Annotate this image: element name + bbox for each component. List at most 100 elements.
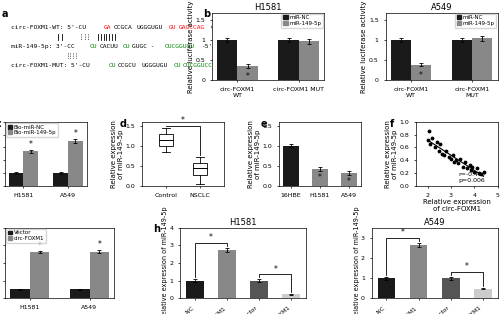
Point — [430, 145, 438, 150]
Y-axis label: Relative expression
of miR-149-5p: Relative expression of miR-149-5p — [111, 120, 124, 188]
Bar — [186, 281, 204, 298]
Bar — [192, 163, 207, 175]
Text: r=-0.427
p=0.006: r=-0.427 p=0.006 — [458, 172, 486, 183]
Point — [442, 148, 450, 153]
Bar — [298, 41, 319, 80]
Text: *: * — [419, 71, 423, 79]
Y-axis label: Relative luciferase activity: Relative luciferase activity — [188, 0, 194, 93]
Bar — [442, 278, 460, 298]
Point — [428, 135, 436, 140]
Text: e: e — [261, 118, 268, 128]
Point — [450, 159, 458, 164]
Text: CCGCA: CCGCA — [114, 25, 132, 30]
Title: A549: A549 — [424, 218, 446, 227]
X-axis label: Relative expression
of circ-FOXM1: Relative expression of circ-FOXM1 — [423, 199, 490, 212]
Text: *: * — [74, 129, 78, 138]
Text: CU: CU — [90, 44, 98, 49]
Bar — [278, 40, 298, 80]
Point — [458, 164, 466, 169]
Point — [436, 142, 444, 147]
Bar — [282, 146, 298, 186]
Bar — [30, 252, 50, 298]
Bar — [238, 66, 258, 80]
Bar — [474, 289, 492, 298]
Point — [436, 148, 444, 153]
Text: C-3': C-3' — [220, 62, 236, 68]
Y-axis label: Relative expression
of miR-149-5p: Relative expression of miR-149-5p — [248, 120, 261, 188]
Point — [456, 156, 464, 161]
Text: *: * — [38, 241, 42, 250]
Text: CACUU: CACUU — [100, 44, 118, 49]
Bar — [472, 38, 492, 80]
Bar — [218, 250, 236, 298]
Text: *: * — [209, 233, 213, 242]
Text: CU: CU — [174, 62, 182, 68]
Text: a: a — [2, 9, 8, 19]
Text: *: * — [274, 265, 277, 274]
Y-axis label: Relative expression of miR-149-5p: Relative expression of miR-149-5p — [354, 207, 360, 314]
Bar — [158, 134, 173, 146]
Point — [466, 163, 473, 168]
Point — [470, 169, 478, 174]
Bar — [282, 295, 300, 298]
Text: h: h — [152, 224, 160, 234]
Bar — [68, 141, 83, 186]
Text: CUCGGUGU: CUCGGUGU — [164, 44, 194, 49]
Point — [452, 158, 460, 163]
Point — [449, 153, 457, 158]
Text: *: * — [181, 116, 184, 125]
Title: H1581: H1581 — [230, 218, 257, 227]
Point — [463, 165, 471, 171]
Point — [433, 140, 441, 145]
Point — [426, 142, 434, 147]
Text: *: * — [347, 177, 351, 187]
Text: f: f — [390, 118, 394, 128]
Bar — [70, 290, 89, 298]
Bar — [452, 40, 472, 80]
Text: *: * — [318, 173, 322, 182]
Text: b: b — [203, 9, 210, 19]
Y-axis label: Relative expression of miR-149-5p: Relative expression of miR-149-5p — [162, 207, 168, 314]
Point — [425, 129, 433, 134]
Text: circ-FOXM1-WT: 5'-CU: circ-FOXM1-WT: 5'-CU — [11, 25, 86, 30]
Point — [468, 164, 476, 169]
Y-axis label: Relative expression
of miR-149-5p: Relative expression of miR-149-5p — [385, 120, 398, 188]
Text: c: c — [0, 118, 1, 128]
Bar — [312, 169, 328, 186]
Text: -5': -5' — [202, 44, 213, 49]
Bar — [411, 65, 431, 80]
Text: CCGCU: CCGCU — [118, 62, 137, 68]
Text: GA: GA — [104, 25, 112, 30]
Bar — [410, 245, 428, 298]
Legend: Vector, circ-FOXM1: Vector, circ-FOXM1 — [6, 229, 46, 243]
Text: UGGGUGU: UGGGUGU — [136, 25, 163, 30]
Text: CU: CU — [108, 62, 116, 68]
Text: d: d — [119, 118, 126, 128]
Text: GAGCCAG: GAGCCAG — [178, 25, 204, 30]
Text: GUGC -: GUGC - — [132, 44, 158, 49]
Bar — [390, 40, 411, 80]
Point — [461, 159, 469, 164]
Legend: miR-NC, miR-149-5p: miR-NC, miR-149-5p — [282, 14, 323, 28]
Text: *: * — [246, 72, 250, 81]
Text: *: * — [29, 140, 32, 149]
Text: *: * — [98, 240, 102, 249]
Text: *: * — [400, 228, 404, 237]
Bar — [250, 281, 268, 298]
Point — [472, 165, 480, 171]
Legend: Bio-miR-NC, Bio-miR-149-5p: Bio-miR-NC, Bio-miR-149-5p — [6, 123, 58, 137]
Bar — [90, 252, 109, 298]
Text: miR-149-5p: 3'-CC: miR-149-5p: 3'-CC — [11, 44, 74, 49]
Text: *: * — [465, 262, 469, 271]
Point — [438, 151, 446, 156]
Point — [447, 156, 455, 161]
Bar — [24, 151, 38, 186]
Point — [424, 137, 432, 142]
Bar — [8, 173, 24, 186]
Title: A549: A549 — [431, 3, 452, 12]
Title: H1581: H1581 — [254, 3, 282, 12]
Text: CUCGGUCC: CUCGGUCC — [183, 62, 213, 68]
Text: CU: CU — [122, 44, 130, 49]
Bar — [54, 173, 68, 186]
Point — [475, 171, 483, 176]
